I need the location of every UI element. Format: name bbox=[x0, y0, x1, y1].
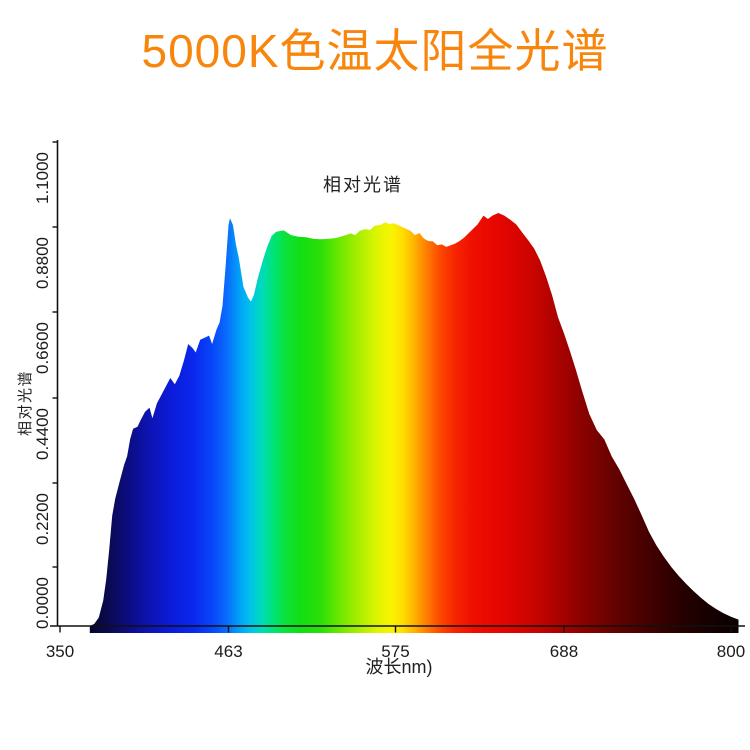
y-axis-tick-labels: 0.0000 0.2200 0.4400 0.6600 0.8800 1.1000 bbox=[33, 152, 52, 629]
y-tick-label: 0.4400 bbox=[33, 408, 52, 460]
y-tick-label: 1.1000 bbox=[33, 152, 52, 204]
y-axis-ticks bbox=[52, 141, 58, 568]
x-tick-label: 575 bbox=[381, 642, 409, 661]
x-tick-label: 800 bbox=[717, 642, 745, 661]
y-tick-label: 0.6600 bbox=[33, 322, 52, 374]
x-axis-ticks bbox=[59, 626, 732, 633]
spectrum-area-fill bbox=[89, 213, 739, 633]
y-tick-label: 0.8800 bbox=[33, 237, 52, 289]
x-axis-label: 波长nm) bbox=[366, 657, 433, 677]
x-tick-label: 463 bbox=[214, 642, 242, 661]
x-tick-label: 688 bbox=[550, 642, 578, 661]
chart-title: 相对光谱 bbox=[323, 175, 403, 195]
x-tick-label: 350 bbox=[46, 642, 74, 661]
page-title: 5000K色温太阳全光谱 bbox=[141, 25, 609, 77]
y-axis-label: 相对光谱 bbox=[17, 370, 34, 436]
x-axis-tick-labels: 350 463 575 688 800 bbox=[46, 642, 745, 661]
y-tick-label: 0.2200 bbox=[33, 493, 52, 545]
y-tick-label: 0.0000 bbox=[33, 577, 52, 629]
